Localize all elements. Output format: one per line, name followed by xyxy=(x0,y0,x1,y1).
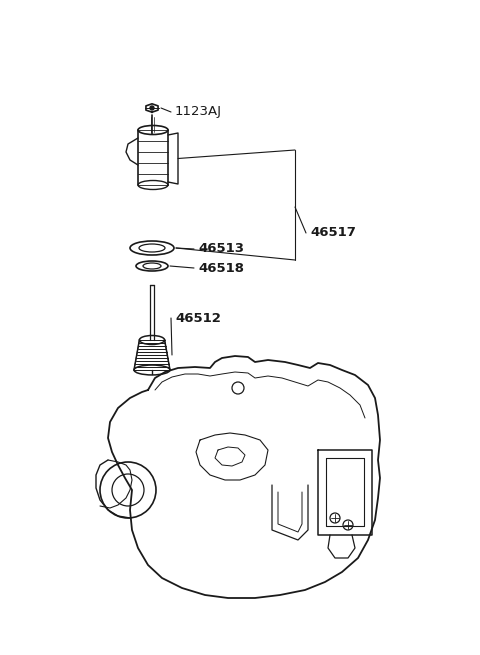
Text: 46513: 46513 xyxy=(198,242,244,255)
Text: 1123AJ: 1123AJ xyxy=(175,105,222,119)
Text: 46512: 46512 xyxy=(175,312,221,324)
Circle shape xyxy=(150,106,154,110)
Text: 46517: 46517 xyxy=(310,227,356,240)
Text: 46518: 46518 xyxy=(198,261,244,274)
